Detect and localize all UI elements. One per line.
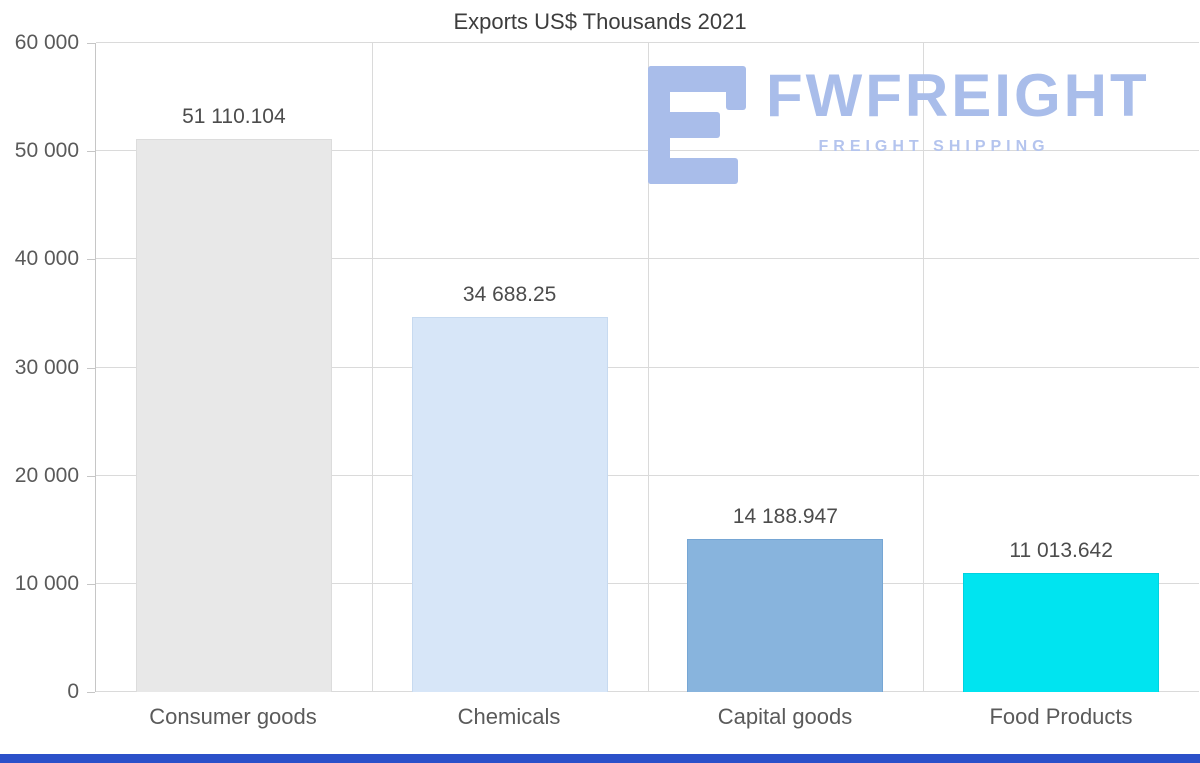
plot-area: 51 110.104 34 688.25 14 188.947 11 013.642 [95,42,1199,692]
x-axis-label: Capital goods [717,704,853,729]
x-axis-label: Chemicals [457,704,561,729]
bar-chemicals [411,316,608,692]
gridline-vertical [371,43,373,692]
footer-strip [0,754,1200,763]
bar-food-products [963,572,1159,692]
x-axis-label: Consumer goods [149,704,317,729]
y-axis-tick [87,43,95,44]
watermark-brand: FWFREIGHT [766,62,1150,129]
y-axis-tick [87,367,95,369]
y-axis-tick [87,151,95,153]
bar-value-label: 14 188.947 [732,504,838,528]
y-axis-tick-label: 50 000 [14,139,79,163]
y-axis-tick-label: 40 000 [14,247,79,271]
gridline-vertical [647,43,649,692]
watermark: FWFREIGHT FREIGHT SHIPPING [648,66,1150,189]
watermark-text: FWFREIGHT FREIGHT SHIPPING [766,66,1150,156]
y-axis: 0 10 000 20 000 30 000 40 000 50 000 60 000 [0,31,95,703]
y-axis-tick [87,259,95,261]
chart-title: Exports US$ Thousands 2021 [453,9,747,34]
y-axis-tick-label: 20 000 [14,463,79,487]
y-axis-tick [87,583,95,585]
fwfreight-logo-icon [648,66,746,189]
y-axis-tick-label: 10 000 [14,571,79,595]
gridline-horizontal [96,42,1199,43]
y-axis-tick-label: 0 [67,680,79,703]
x-axis-label: Food Products [989,704,1133,729]
watermark-tagline: FREIGHT SHIPPING [818,138,1050,155]
bar-consumer-goods [135,139,332,692]
bar-capital-goods [687,538,884,692]
y-axis-tick-label: 30 000 [14,355,79,379]
bar-value-label: 11 013.642 [1009,538,1113,562]
y-axis-tick [87,692,95,693]
bar-value-label: 51 110.104 [182,105,286,129]
y-axis-tick-label: 60 000 [14,31,79,54]
gridline-vertical [923,43,925,692]
y-axis-tick [87,475,95,477]
x-axis: Consumer goods Chemicals Capital goods Food… [95,704,1199,740]
bar-value-label: 34 688.25 [462,282,557,306]
